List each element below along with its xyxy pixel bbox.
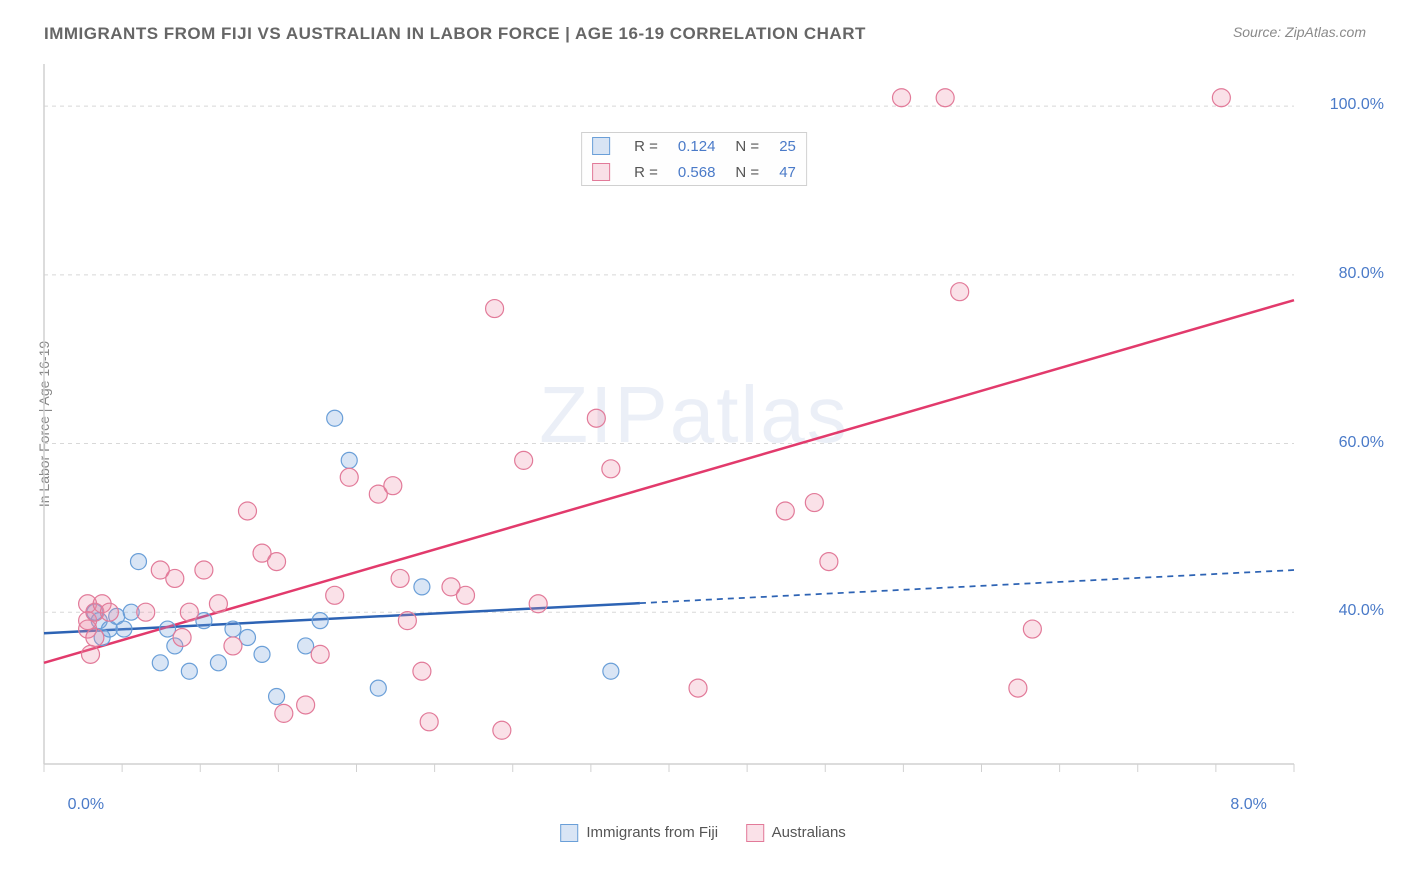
y-tick-label: 60.0% — [1339, 434, 1384, 452]
swatch-fiji-icon — [560, 824, 578, 842]
legend-label-aus: Australians — [772, 824, 846, 841]
x-axis-labels: 0.0% 8.0% — [44, 790, 1344, 820]
n-value-aus: 47 — [779, 164, 796, 181]
legend-stats-row-aus: R = 0.568 N = 47 — [582, 159, 806, 185]
legend-stats-row-fiji: R = 0.124 N = 25 — [582, 133, 806, 159]
legend-stats: R = 0.124 N = 25 R = 0.568 N = 47 — [581, 132, 807, 186]
y-tick-label: 100.0% — [1330, 96, 1384, 114]
chart-title: IMMIGRANTS FROM FIJI VS AUSTRALIAN IN LA… — [44, 24, 866, 44]
y-tick-label: 80.0% — [1339, 265, 1384, 283]
n-value-fiji: 25 — [779, 138, 796, 155]
chart-container: IMMIGRANTS FROM FIJI VS AUSTRALIAN IN LA… — [0, 0, 1406, 892]
swatch-aus — [592, 163, 610, 181]
legend-item-aus: Australians — [746, 824, 846, 842]
n-label: N = — [735, 164, 759, 181]
y-tick-label: 40.0% — [1339, 602, 1384, 620]
legend-item-fiji: Immigrants from Fiji — [560, 824, 718, 842]
chart-area: In Labor Force | Age 16-19 ZIPatlas R = … — [44, 64, 1344, 784]
source-attribution: Source: ZipAtlas.com — [1233, 24, 1366, 40]
swatch-aus-icon — [746, 824, 764, 842]
r-label: R = — [634, 164, 658, 181]
swatch-fiji — [592, 137, 610, 155]
n-label: N = — [735, 138, 759, 155]
r-value-fiji: 0.124 — [678, 138, 716, 155]
r-label: R = — [634, 138, 658, 155]
x-tick-label: 0.0% — [68, 796, 104, 814]
y-axis-labels: 40.0% 60.0% 80.0% 100.0% — [1314, 64, 1384, 784]
r-value-aus: 0.568 — [678, 164, 716, 181]
x-tick-label: 8.0% — [1230, 796, 1266, 814]
legend-bottom: Immigrants from Fiji Australians — [548, 824, 858, 842]
legend-label-fiji: Immigrants from Fiji — [586, 824, 718, 841]
